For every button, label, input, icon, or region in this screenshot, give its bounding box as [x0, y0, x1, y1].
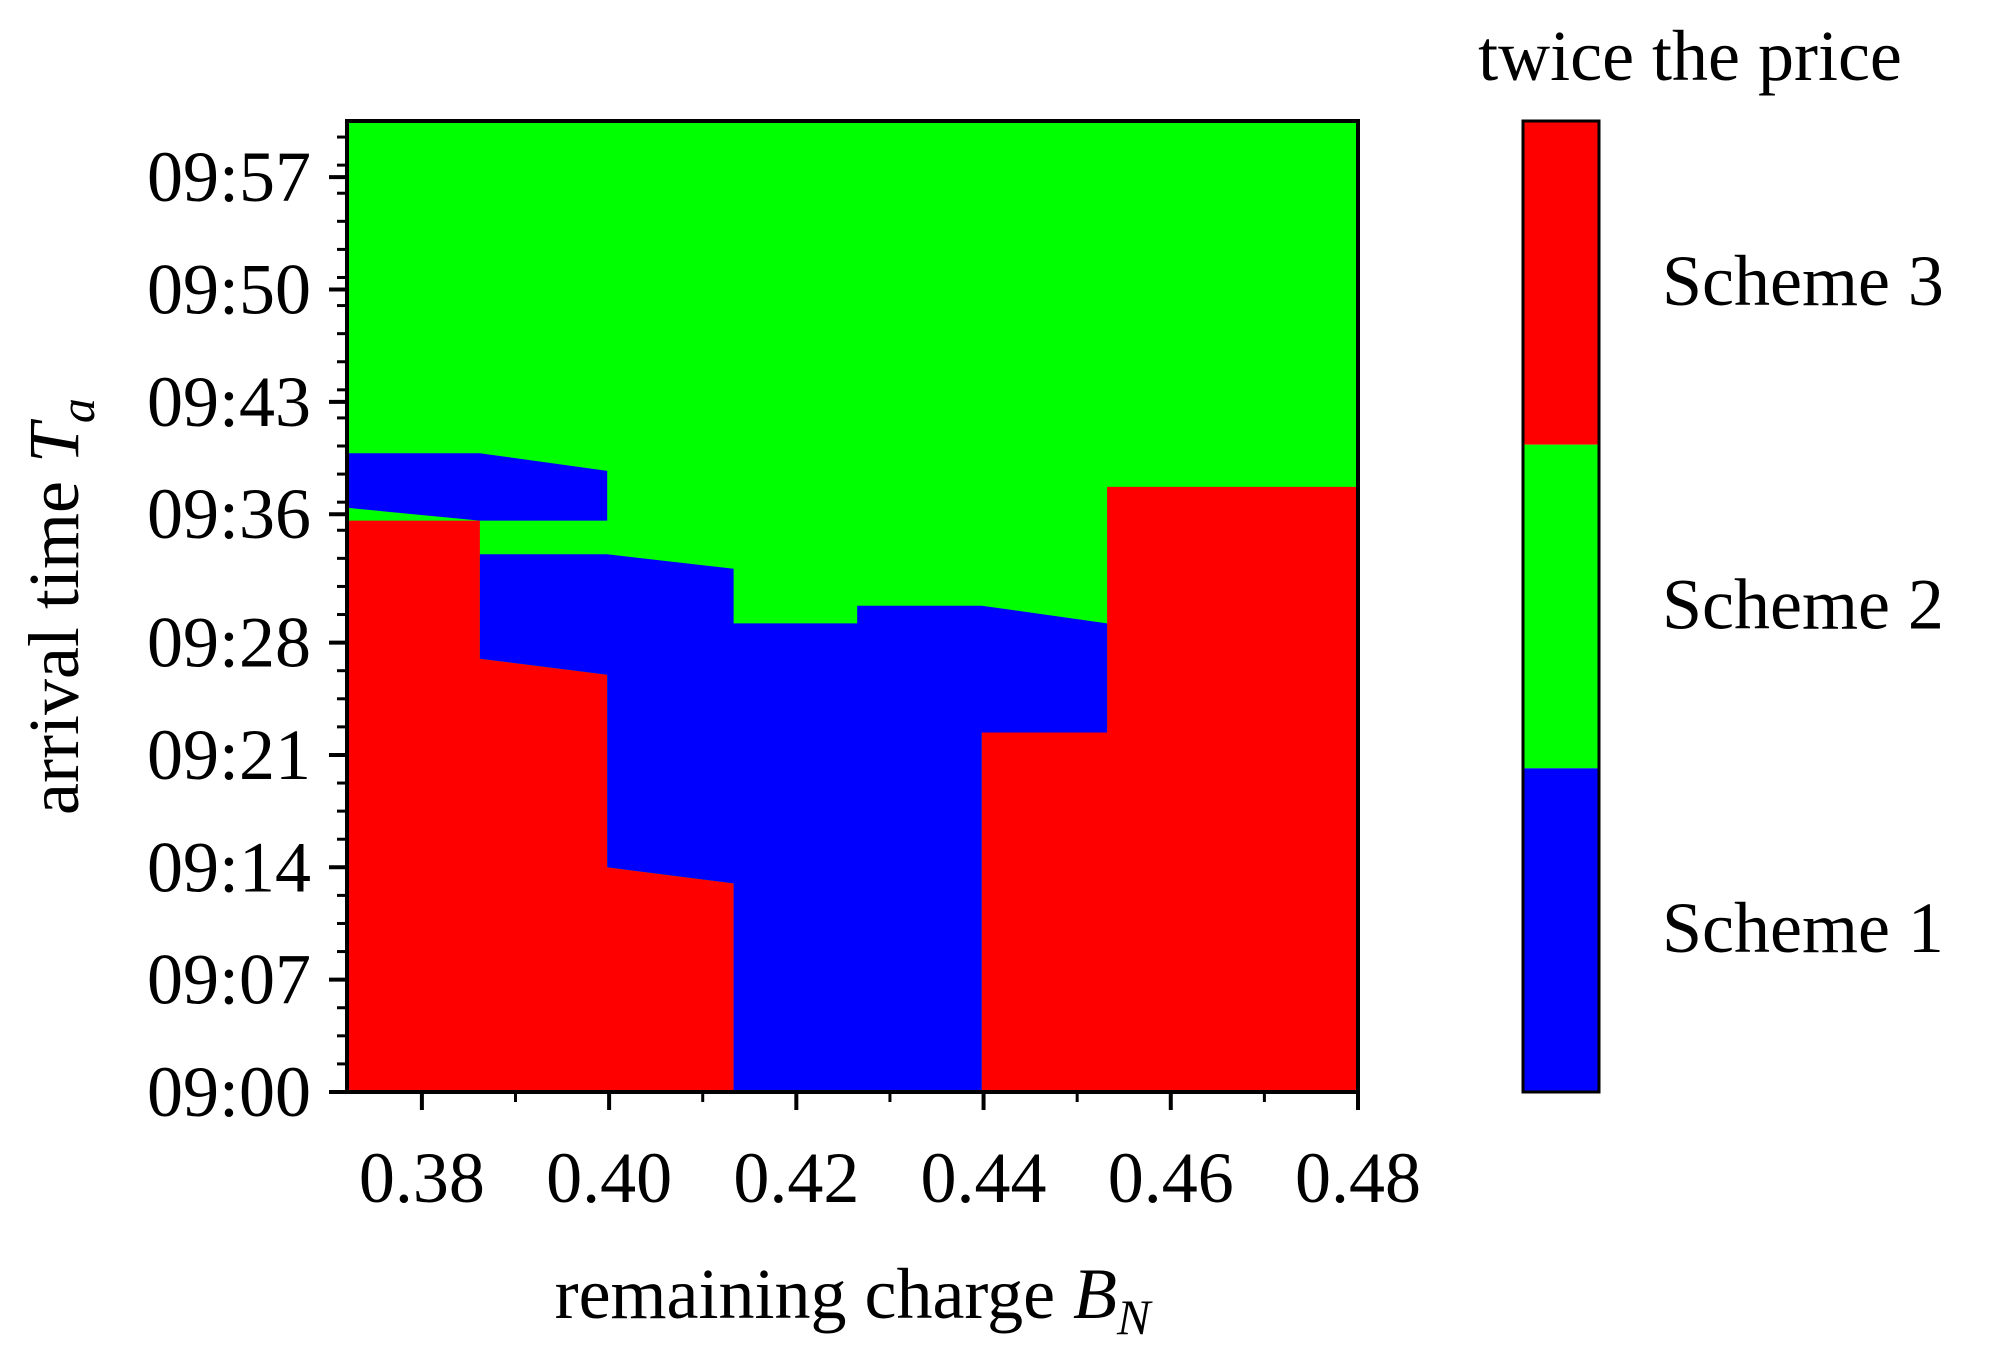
x-tick-label: 0.38: [359, 1138, 485, 1218]
legend-label-scheme-2: Scheme 2: [1662, 565, 1944, 645]
x-tick-label: 0.42: [733, 1138, 859, 1218]
legend-frame: [1521, 119, 1601, 1094]
region-scheme-3: [347, 520, 734, 1092]
legend-label-scheme-3: Scheme 3: [1662, 241, 1944, 321]
y-tick-label: 09:43: [147, 362, 311, 442]
legend: Scheme 3 Scheme 2 Scheme 1: [1521, 119, 1944, 1094]
ticks-layer: [329, 135, 1360, 1110]
legend-swatch-scheme-3: [1523, 121, 1599, 445]
y-tick-label: 09:36: [147, 474, 311, 554]
x-tick-label: 0.48: [1295, 1138, 1421, 1218]
regions-layer: [347, 121, 1358, 1092]
chart-title: twice the price: [1478, 16, 1902, 96]
y-axis-label-sub: a: [49, 398, 105, 423]
x-axis-label-text: remaining charge: [555, 1254, 1073, 1334]
x-axis-label-var: B: [1073, 1254, 1117, 1334]
legend-swatch-scheme-2: [1523, 444, 1599, 769]
x-tick-label: 0.44: [921, 1138, 1047, 1218]
legend-swatch-scheme-1: [1523, 768, 1599, 1092]
y-tick-label: 09:21: [147, 715, 311, 795]
x-axis-label-sub: N: [1116, 1289, 1153, 1345]
region-scheme-1: [479, 554, 1108, 1092]
tick-labels-layer: 09:00 09:07 09:14 09:21 09:28 09:36 09:43 09:50…: [147, 137, 1421, 1218]
x-tick-label: 0.46: [1108, 1138, 1234, 1218]
y-tick-label: 09:28: [147, 603, 311, 683]
y-tick-label: 09:14: [147, 827, 311, 907]
y-axis-label-var: T: [14, 418, 94, 463]
plot-frame: [345, 119, 1360, 1094]
y-tick-label: 09:50: [147, 250, 311, 330]
y-tick-label: 09:57: [147, 137, 311, 217]
y-axis-label-text: arrival time: [14, 463, 94, 815]
legend-label-scheme-1: Scheme 1: [1662, 888, 1944, 968]
x-axis-label: remaining charge BN: [555, 1254, 1153, 1345]
y-tick-label: 09:00: [147, 1052, 311, 1132]
y-tick-label: 09:07: [147, 940, 311, 1020]
y-axis-label: arrival time Ta: [14, 398, 105, 815]
x-tick-label: 0.40: [546, 1138, 672, 1218]
region-scheme-1: [347, 453, 608, 521]
region-scheme-3: [981, 486, 1358, 1092]
